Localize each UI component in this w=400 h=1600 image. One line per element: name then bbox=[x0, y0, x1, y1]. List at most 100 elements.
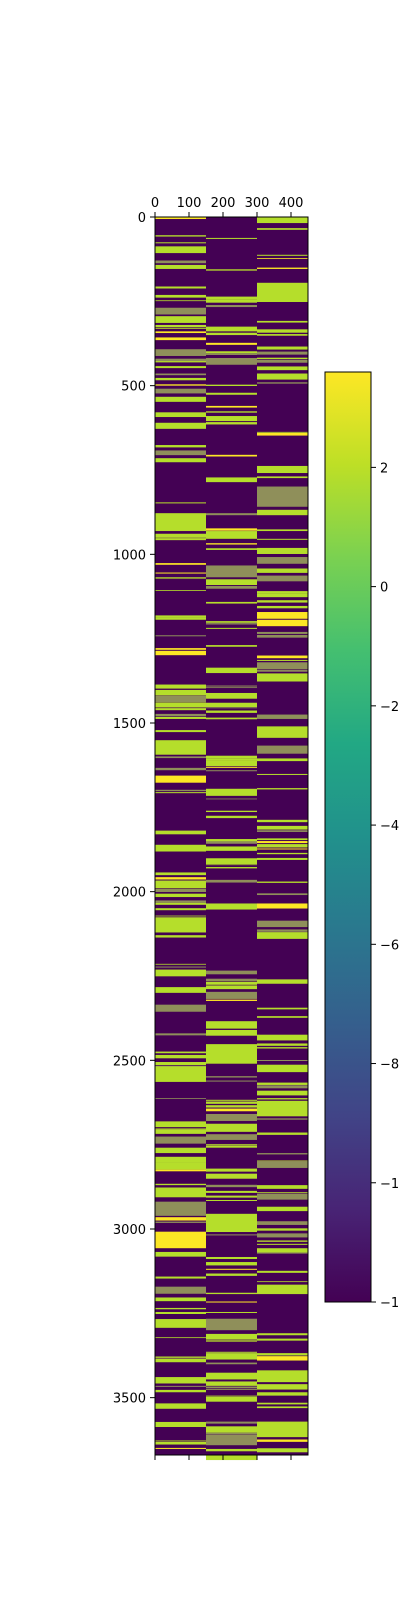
heatmap-band bbox=[155, 635, 206, 637]
heatmap-band bbox=[206, 1044, 257, 1064]
heatmap-band bbox=[206, 1432, 257, 1435]
heatmap-band bbox=[206, 702, 257, 708]
heatmap-band bbox=[257, 726, 308, 738]
heatmap-band bbox=[155, 1356, 206, 1358]
heatmap-band bbox=[257, 529, 308, 532]
heatmap-band bbox=[155, 1276, 206, 1279]
heatmap-band bbox=[155, 300, 206, 302]
heatmap-band bbox=[257, 1059, 308, 1061]
heatmap-band bbox=[155, 412, 206, 418]
heatmap-band bbox=[257, 830, 308, 832]
heatmap-band bbox=[206, 1262, 257, 1266]
heatmap-band bbox=[155, 966, 206, 968]
heatmap-band bbox=[155, 708, 206, 711]
heatmap-band bbox=[257, 1448, 308, 1453]
heatmap-band bbox=[206, 1426, 257, 1433]
heatmap-band bbox=[206, 351, 257, 354]
heatmap-band bbox=[206, 685, 257, 687]
heatmap-band bbox=[257, 662, 308, 670]
heatmap-band bbox=[155, 1217, 206, 1221]
heatmap-band bbox=[155, 880, 206, 889]
heatmap-band bbox=[257, 217, 308, 224]
heatmap-band bbox=[155, 337, 206, 341]
heatmap-band bbox=[257, 486, 308, 507]
heatmap-band bbox=[206, 1173, 257, 1179]
heatmap-band bbox=[206, 621, 257, 623]
heatmap-band bbox=[155, 1307, 206, 1310]
heatmap-band bbox=[155, 331, 206, 334]
x-tick-label: 200 bbox=[211, 196, 236, 211]
heatmap-band bbox=[155, 235, 206, 237]
heatmap-band bbox=[155, 713, 206, 717]
colorbar-tick-label: −2 bbox=[380, 700, 399, 715]
y-axis: 0 500 1000 1500 2000 2500 3000 3500 bbox=[113, 211, 155, 1407]
heatmap-band bbox=[257, 1161, 308, 1168]
heatmap-band bbox=[155, 1311, 206, 1314]
heatmap-band bbox=[257, 1185, 308, 1189]
heatmap-band bbox=[206, 985, 257, 990]
heatmap-band bbox=[257, 1270, 308, 1273]
heatmap-band bbox=[206, 970, 257, 975]
heatmap-band bbox=[155, 1286, 206, 1294]
heatmap-band bbox=[206, 627, 257, 629]
heatmap-band bbox=[257, 431, 308, 433]
heatmap-band bbox=[155, 286, 206, 289]
heatmap-band bbox=[155, 1065, 206, 1067]
heatmap-band bbox=[155, 260, 206, 264]
heatmap-band bbox=[155, 615, 206, 618]
heatmap-band bbox=[206, 1145, 257, 1148]
heatmap-band bbox=[206, 707, 257, 709]
heatmap-band bbox=[206, 454, 257, 457]
heatmap-band bbox=[257, 634, 308, 638]
heatmap-band bbox=[257, 619, 308, 627]
heatmap-band bbox=[155, 324, 206, 328]
heatmap-band bbox=[257, 1090, 308, 1096]
heatmap-band bbox=[206, 867, 257, 869]
heatmap-band bbox=[206, 353, 257, 355]
heatmap-band bbox=[155, 893, 206, 898]
heatmap-band bbox=[155, 1297, 206, 1302]
heatmap-band bbox=[257, 1160, 308, 1162]
heatmap-band bbox=[155, 1147, 206, 1154]
heatmap-band bbox=[257, 1098, 308, 1100]
heatmap-image bbox=[155, 217, 308, 1461]
heatmap-band bbox=[155, 844, 206, 852]
heatmap-band bbox=[257, 1153, 308, 1155]
heatmap-band bbox=[257, 1047, 308, 1049]
heatmap-band bbox=[155, 756, 206, 759]
heatmap-band bbox=[155, 246, 206, 254]
heatmap-band bbox=[257, 1421, 308, 1438]
heatmap-band bbox=[206, 1311, 257, 1313]
heatmap-band bbox=[257, 758, 308, 762]
heatmap-band bbox=[206, 667, 257, 674]
heatmap-band bbox=[257, 1284, 308, 1295]
heatmap-band bbox=[155, 1337, 206, 1339]
heatmap-band bbox=[206, 1168, 257, 1172]
heatmap-band bbox=[206, 1292, 257, 1295]
heatmap-band bbox=[155, 1358, 206, 1363]
heatmap-band bbox=[206, 1381, 257, 1386]
heatmap-band bbox=[155, 1004, 206, 1012]
heatmap-band bbox=[155, 1440, 206, 1442]
heatmap-band bbox=[257, 920, 308, 928]
heatmap-band bbox=[206, 1362, 257, 1365]
heatmap-band bbox=[206, 1340, 257, 1342]
heatmap-band bbox=[155, 316, 206, 323]
heatmap-band bbox=[206, 770, 257, 772]
heatmap-band bbox=[206, 798, 257, 800]
x-tick-label: 300 bbox=[245, 196, 270, 211]
heatmap-band bbox=[257, 1206, 308, 1212]
heatmap-band bbox=[155, 830, 206, 835]
heatmap-band bbox=[155, 775, 206, 783]
heatmap-band bbox=[257, 538, 308, 540]
heatmap-band bbox=[257, 1082, 308, 1085]
heatmap-band bbox=[206, 1434, 257, 1446]
heatmap-band bbox=[257, 591, 308, 594]
heatmap-band bbox=[206, 1268, 257, 1270]
heatmap-band bbox=[257, 476, 308, 479]
heatmap-band bbox=[206, 766, 257, 768]
heatmap-band bbox=[257, 1132, 308, 1135]
heatmap-band bbox=[155, 792, 206, 794]
heatmap-band bbox=[257, 1392, 308, 1396]
heatmap-band bbox=[257, 1193, 308, 1200]
